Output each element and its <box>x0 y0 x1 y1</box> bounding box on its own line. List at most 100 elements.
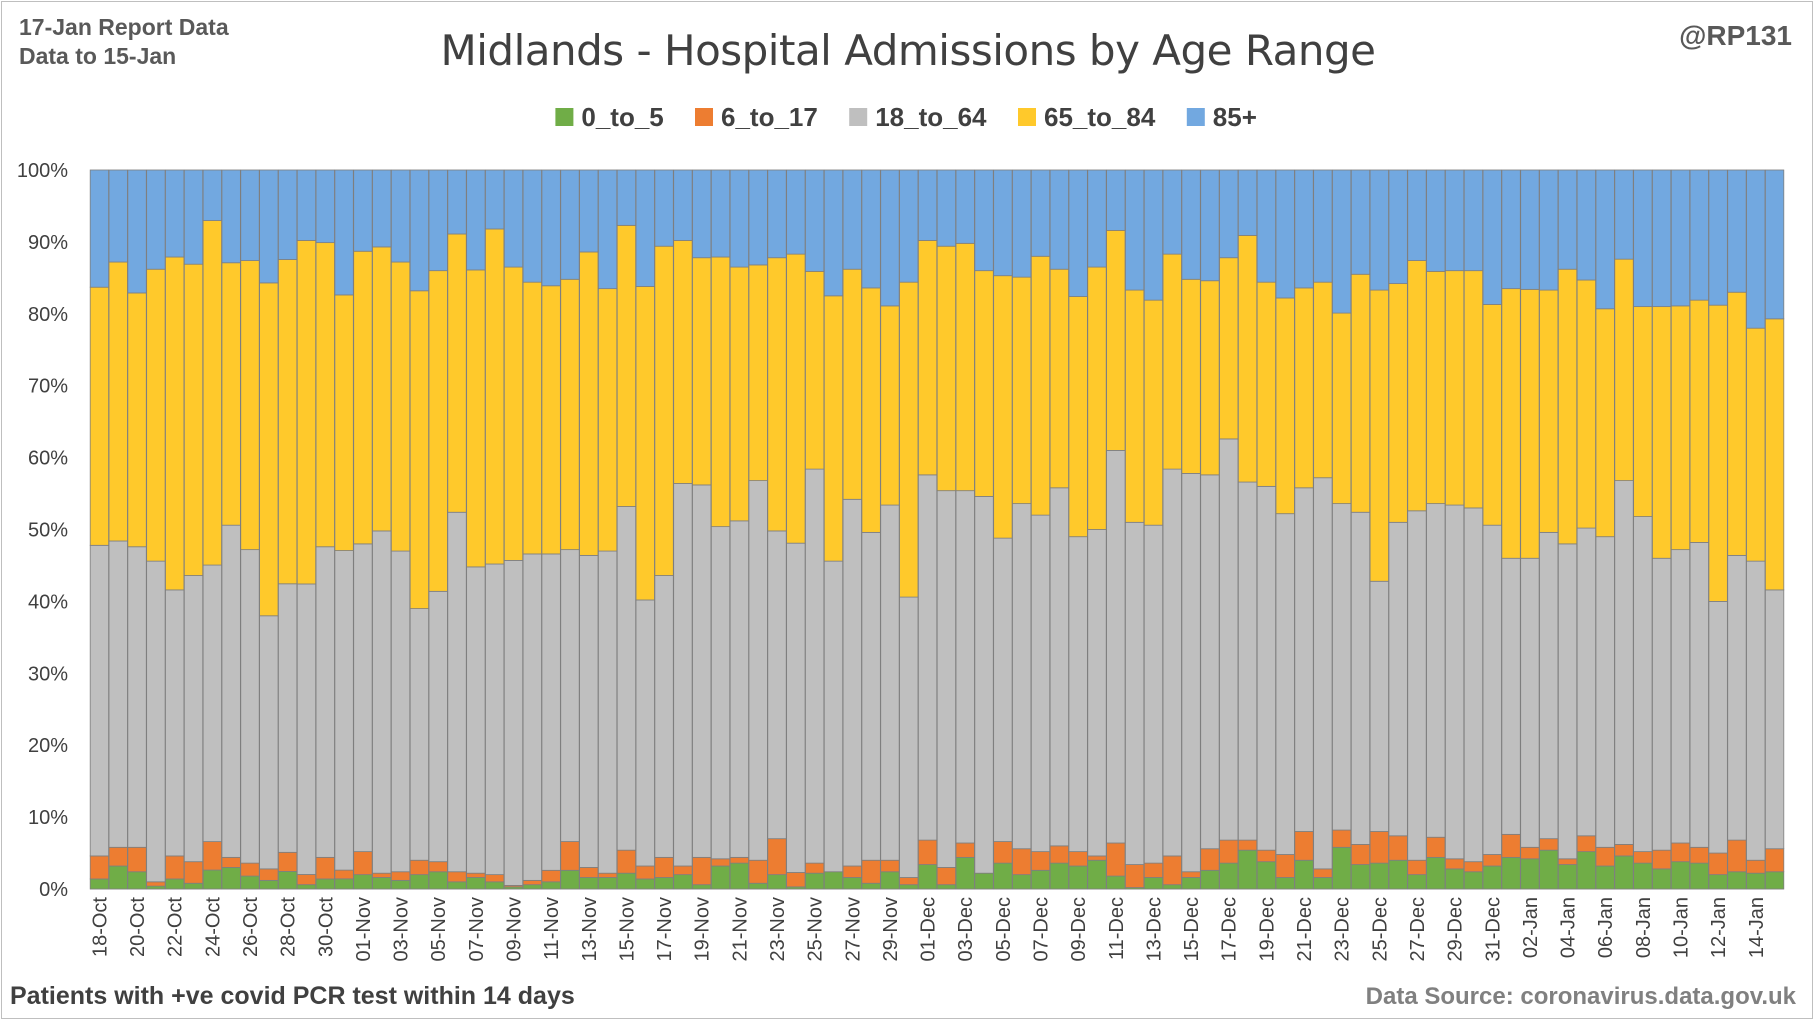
x-tick-label: 31-Dec <box>1482 897 1504 961</box>
bar-segment-0_to_5 <box>1350 864 1371 890</box>
bar-segment-6_to_17 <box>390 871 411 881</box>
bar-segment-18_to_64 <box>1256 485 1277 851</box>
x-tick-label: 15-Dec <box>1181 897 1203 961</box>
bar-segment-85plus <box>1652 169 1672 308</box>
x-tick-label: 12-Jan <box>1708 897 1730 958</box>
bar-segment-6_to_17 <box>1313 868 1333 878</box>
bar-segment-0_to_5 <box>1388 859 1408 890</box>
bar-segment-0_to_5 <box>1746 872 1766 890</box>
bar-segment-0_to_5 <box>673 874 693 890</box>
bar-segment-18_to_64 <box>597 550 618 874</box>
bar-segment-85plus <box>127 169 147 294</box>
bar-segment-6_to_17 <box>315 856 335 880</box>
bar-segment-0_to_5 <box>165 878 185 890</box>
x-tick-label: 13-Dec <box>1143 897 1165 961</box>
bar-segment-0_to_5 <box>409 874 430 890</box>
bar-segment-85plus <box>1237 169 1258 236</box>
bar-segment-6_to_17 <box>1689 846 1709 864</box>
bar-segment-18_to_64 <box>786 542 806 873</box>
x-tick-label: 01-Dec <box>918 897 940 961</box>
bar-segment-0_to_5 <box>1030 869 1051 890</box>
bar-segment-18_to_64 <box>315 546 335 858</box>
bar-segment-18_to_64 <box>541 553 561 871</box>
bar-segment-6_to_17 <box>1708 852 1728 876</box>
bar-segment-6_to_17 <box>1369 831 1389 864</box>
bar-segment-18_to_64 <box>296 583 317 875</box>
data-to-date: Data to 15-Jan <box>19 42 177 69</box>
bar-segment-18_to_64 <box>1350 511 1371 845</box>
bar-segment-6_to_17 <box>1125 864 1145 888</box>
x-tick-label: 29-Dec <box>1445 897 1467 961</box>
bar-segment-65_to_84 <box>842 268 862 500</box>
bar-segment-65_to_84 <box>1369 289 1389 582</box>
legend-swatch-18_to_64 <box>849 108 868 126</box>
bar-segment-0_to_5 <box>127 871 147 890</box>
x-tick-label: 28-Oct <box>278 897 300 957</box>
bar-segment-85plus <box>1614 169 1634 260</box>
footer-note: Patients with +ve covid PCR test within … <box>10 981 575 1010</box>
bar-segment-6_to_17 <box>165 855 185 880</box>
bar-segment-6_to_17 <box>1087 855 1107 861</box>
bar-segment-65_to_84 <box>409 290 430 609</box>
bar-segment-18_to_64 <box>917 474 938 841</box>
bar-segment-0_to_5 <box>1369 862 1389 890</box>
bar-segment-0_to_5 <box>315 878 335 890</box>
bar-segment-65_to_84 <box>1125 289 1145 523</box>
bar-segment-85plus <box>1746 169 1766 329</box>
bar-segment-6_to_17 <box>146 881 166 887</box>
bar-segment-18_to_64 <box>1275 513 1295 855</box>
bar-segment-6_to_17 <box>1426 836 1446 858</box>
bar-segment-18_to_64 <box>1200 474 1220 850</box>
bar-segment-65_to_84 <box>1727 291 1747 556</box>
bar-segment-18_to_64 <box>1764 589 1785 850</box>
bar-segment-18_to_64 <box>1426 503 1446 838</box>
bar-segment-0_to_5 <box>522 884 542 890</box>
bar-segment-18_to_64 <box>1237 481 1258 841</box>
bar-segment-6_to_17 <box>861 859 881 884</box>
bar-segment-0_to_5 <box>899 884 919 890</box>
y-tick-label: 60% <box>28 448 68 470</box>
bar-segment-0_to_5 <box>541 881 561 890</box>
x-tick-label: 11-Dec <box>1106 897 1128 960</box>
bar-segment-6_to_17 <box>1444 858 1465 870</box>
bar-segment-18_to_64 <box>1106 450 1126 844</box>
bar-segment-65_to_84 <box>1313 281 1333 479</box>
bar-segment-6_to_17 <box>917 839 938 865</box>
bar-segment-6_to_17 <box>673 865 693 876</box>
bar-segment-85plus <box>278 169 298 260</box>
bar-segment-65_to_84 <box>240 260 260 551</box>
bar-segment-85plus <box>786 169 806 255</box>
bar-segment-65_to_84 <box>1162 253 1182 470</box>
bar-segment-65_to_84 <box>466 269 486 568</box>
bar-segment-85plus <box>1030 169 1051 257</box>
bar-segment-65_to_84 <box>1332 312 1352 505</box>
bar-segment-18_to_64 <box>1313 477 1333 870</box>
y-tick-label: 20% <box>28 735 68 757</box>
bar-segment-85plus <box>560 169 580 280</box>
legend-label: 0_to_5 <box>581 102 663 132</box>
x-tick-label: 20-Oct <box>127 897 149 957</box>
bar-segment-0_to_5 <box>936 884 957 890</box>
report-date: 17-Jan Report Data <box>19 14 229 40</box>
bar-segment-6_to_17 <box>428 861 448 873</box>
bar-segment-0_to_5 <box>1689 862 1709 890</box>
bar-segment-0_to_5 <box>146 885 166 890</box>
bar-segment-65_to_84 <box>974 270 994 497</box>
bar-segment-85plus <box>1539 169 1559 291</box>
bar-segment-65_to_84 <box>767 257 787 532</box>
bar-segment-85plus <box>1444 169 1465 272</box>
bar-segment-0_to_5 <box>616 872 637 890</box>
x-tick-label: 23-Nov <box>767 897 789 961</box>
y-tick-label: 90% <box>28 232 68 254</box>
bar-segment-6_to_17 <box>936 867 957 886</box>
bar-segment-18_to_64 <box>183 575 204 863</box>
bar-segment-6_to_17 <box>805 862 825 874</box>
bar-segment-0_to_5 <box>692 884 712 890</box>
bar-segment-85plus <box>1708 169 1728 306</box>
bar-segment-65_to_84 <box>1576 279 1596 529</box>
bar-segment-6_to_17 <box>1614 844 1634 857</box>
bar-segment-85plus <box>240 169 260 261</box>
bar-segment-85plus <box>1125 169 1145 291</box>
bar-segment-18_to_64 <box>202 564 222 842</box>
bar-segment-65_to_84 <box>503 266 524 561</box>
